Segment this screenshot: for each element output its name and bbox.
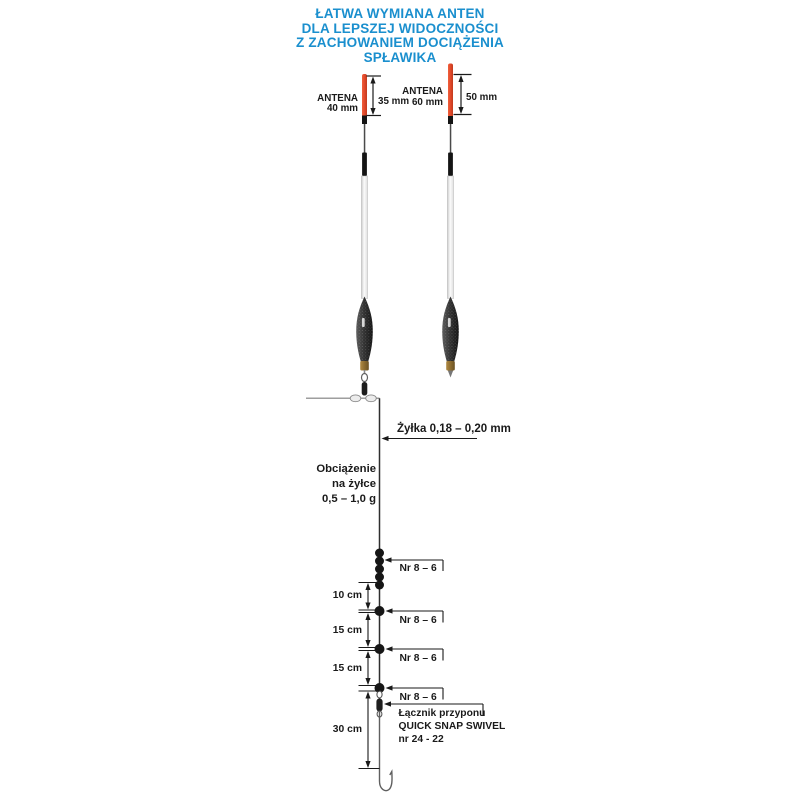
float-left-logo	[361, 318, 365, 327]
weight-label: Obciążenie na żyłce 0,5 – 1,0 g	[276, 462, 376, 508]
shot-1	[374, 606, 385, 616]
float-left-body-texture	[356, 296, 373, 362]
diagram-title: ŁATWA WYMIANA ANTEN DLA LEPSZEJ WIDOCZNO…	[0, 6, 800, 65]
antenna-left-label: ANTENA 40 mm	[292, 92, 358, 116]
shot-2	[374, 644, 385, 654]
float-right	[442, 63, 459, 378]
float-left-brass-fitting	[360, 361, 369, 371]
antenna-left-measure-label: 35 mm	[378, 95, 410, 107]
bracket-30cm	[358, 690, 380, 770]
leader-line-zylka	[381, 435, 477, 442]
snap-swivel-label: Łącznik przyponu QUICK SNAP SWIVEL nr 24…	[399, 707, 506, 746]
float-right-antenna	[448, 63, 453, 118]
float-left-stem-collar	[362, 152, 367, 176]
float-left-pin	[363, 370, 366, 374]
leader-line-shot-3	[385, 685, 444, 700]
measure-35mm-arrow	[366, 75, 381, 117]
float-right-stem	[447, 175, 454, 299]
title-line-3: Z ZACHOWANIEM DOCIĄŻENIA	[295, 35, 505, 51]
antenna-right-label: ANTENA 60 mm	[377, 86, 443, 109]
float-left-swivel-barrel	[361, 382, 368, 396]
float-right-antenna-base	[448, 116, 453, 124]
float-right-brass-fitting	[446, 361, 455, 371]
float-left-swivel-loop	[360, 372, 369, 383]
leader-line-shot-2	[385, 646, 444, 661]
line-bead-right	[365, 394, 377, 403]
bracket-15cm-b	[358, 649, 380, 687]
float-right-stem-collar	[448, 152, 453, 176]
float-left-stem	[361, 175, 368, 299]
weight-label-line2: na żyłce	[332, 477, 376, 490]
float-left-upper-stem	[363, 124, 366, 153]
snap-swivel-label-line2: QUICK SNAP SWIVEL	[398, 720, 506, 732]
snap-swivel-label-line3: nr 24 - 22	[398, 733, 444, 745]
measure-50mm-arrow	[453, 73, 472, 116]
distance-label-15cm-a: 15 cm	[332, 624, 362, 636]
leader-line-shot-cluster	[384, 557, 444, 571]
float-left	[356, 74, 373, 396]
shot-size-label-4: Nr 8 – 6	[399, 691, 437, 703]
shot-size-label-3: Nr 8 – 6	[399, 652, 437, 664]
distance-label-10cm: 10 cm	[332, 590, 362, 601]
antenna-right-label-line1: ANTENA	[402, 86, 443, 97]
bracket-15cm-a	[358, 611, 380, 649]
antenna-left-label-line2: 40 mm	[326, 103, 358, 115]
float-right-keel-point	[447, 370, 454, 378]
distance-label-30cm: 30 cm	[332, 723, 362, 735]
float-right-body-texture	[442, 296, 459, 362]
hook	[378, 711, 393, 792]
snap-swivel-label-line1: Łącznik przyponu	[398, 707, 486, 719]
float-right-upper-stem	[449, 124, 452, 153]
mainline-spec-label: Żyłka 0,18 – 0,20 mm	[397, 423, 511, 435]
weight-label-line3: 0,5 – 1,0 g	[321, 493, 376, 506]
antenna-right-label-line2: 60 mm	[411, 96, 443, 108]
shot-size-label-1: Nr 8 – 6	[399, 563, 437, 574]
shot-size-label-2: Nr 8 – 6	[399, 614, 437, 626]
antenna-right-measure-label: 50 mm	[466, 92, 498, 103]
shot-cluster	[375, 548, 384, 590]
leader-line-shot-1	[385, 608, 444, 623]
float-right-logo	[447, 318, 451, 327]
weight-label-line1: Obciążenie	[316, 462, 376, 475]
leader-line-snap	[384, 701, 484, 716]
float-left-antenna	[362, 74, 367, 117]
distance-label-15cm-b: 15 cm	[332, 662, 362, 674]
line-bead-left	[349, 394, 362, 403]
title-line-1: ŁATWA WYMIANA ANTEN	[315, 6, 485, 21]
float-left-antenna-base	[362, 115, 367, 124]
bracket-10cm	[358, 581, 380, 611]
antenna-left-label-line1: ANTENA	[317, 92, 358, 104]
title-line-4: SPŁAWIKA	[363, 49, 437, 65]
title-line-2: DLA LEPSZEJ WIDOCZNOŚCI	[301, 20, 499, 36]
